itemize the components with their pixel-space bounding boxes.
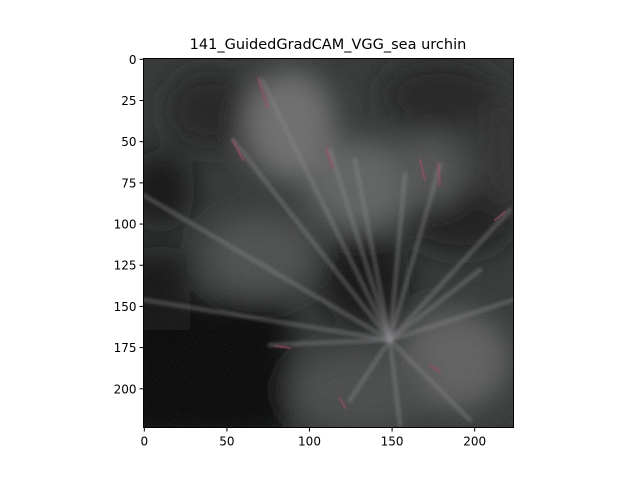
y-axis: 0 25 50 75 100 125 150 175 200 bbox=[114, 53, 144, 396]
y-tick-label: 0 bbox=[129, 53, 137, 67]
y-tick-label: 150 bbox=[114, 300, 137, 314]
image-frame bbox=[143, 58, 514, 428]
y-tick-label: 175 bbox=[114, 341, 137, 355]
x-tick-label: 100 bbox=[298, 435, 321, 449]
y-tick-label: 200 bbox=[114, 382, 137, 396]
x-tick-label: 150 bbox=[381, 435, 404, 449]
saliency-image bbox=[143, 58, 514, 428]
x-tick-label: 200 bbox=[463, 435, 486, 449]
x-axis: 0 50 100 150 200 bbox=[141, 427, 486, 449]
y-tick-label: 25 bbox=[121, 94, 136, 108]
figure-title: 141_GuidedGradCAM_VGG_sea urchin bbox=[190, 37, 467, 53]
y-tick-label: 50 bbox=[121, 135, 136, 149]
x-tick-label: 0 bbox=[141, 435, 149, 449]
y-tick-label: 100 bbox=[114, 218, 137, 232]
y-tick-label: 75 bbox=[121, 176, 136, 190]
x-tick-label: 50 bbox=[219, 435, 234, 449]
y-tick-label: 125 bbox=[114, 259, 137, 273]
